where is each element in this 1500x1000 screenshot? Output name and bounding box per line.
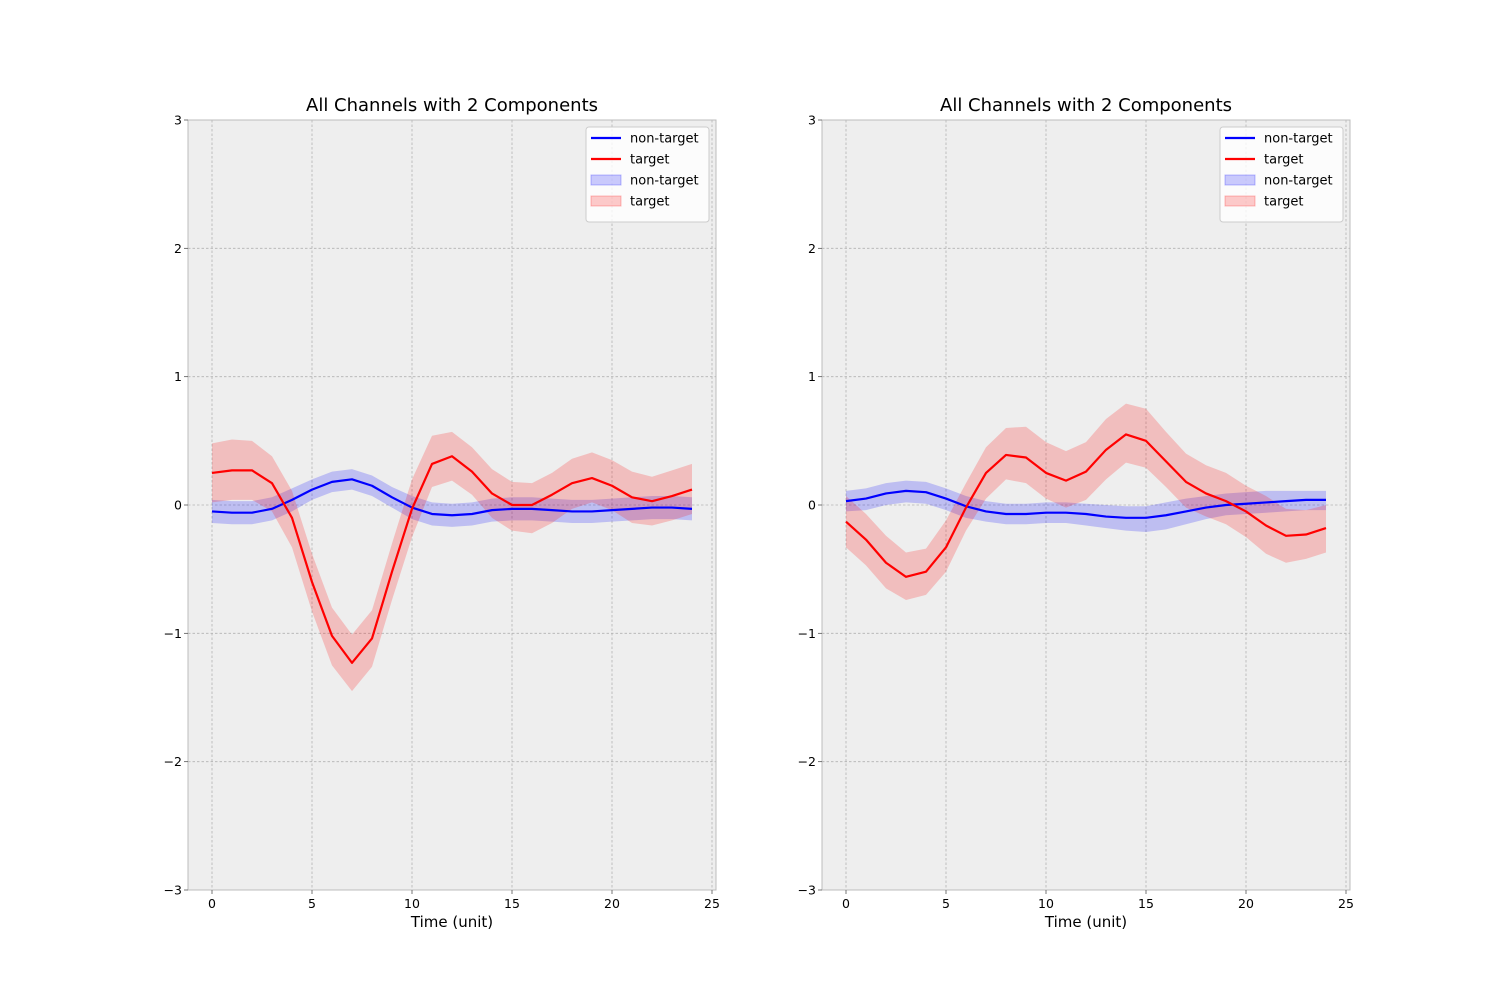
- legend-label: non-target: [630, 174, 699, 189]
- series-line-target: [845, 433, 1327, 578]
- y-tick-label: −1: [798, 626, 816, 641]
- x-tick-label: 0: [208, 896, 216, 911]
- y-tick-label: 0: [808, 498, 816, 513]
- y-tick-label: 0: [174, 498, 182, 513]
- legend: non-target target non-target target: [585, 126, 710, 223]
- x-axis-label: Time (unit): [410, 913, 493, 931]
- x-tick-label: 0: [842, 896, 850, 911]
- y-tick-label: 1: [808, 369, 816, 384]
- x-tick-label: 5: [308, 896, 316, 911]
- band-target: [846, 403, 1326, 600]
- legend: non-target target non-target target: [1219, 126, 1344, 223]
- x-tick-label: 15: [504, 896, 520, 911]
- x-tick-label: 15: [1138, 896, 1154, 911]
- legend-label: target: [630, 195, 670, 210]
- x-tick-label: 25: [704, 896, 720, 911]
- y-tick-label: 1: [174, 369, 182, 384]
- legend-label: target: [630, 153, 670, 168]
- y-tick-label: −1: [164, 626, 182, 641]
- chart-title: All Channels with 2 Components: [306, 95, 598, 116]
- legend-label: non-target: [1264, 174, 1333, 189]
- legend-label: target: [1264, 195, 1304, 210]
- y-tick-label: −3: [798, 883, 816, 898]
- band-non-target: [846, 480, 1326, 532]
- y-tick-label: 2: [808, 241, 816, 256]
- chart-panel-2: 0 5 10 15 20 25 −3 −2 −1 0 1 2 3 All Channels with 2 …: [798, 95, 1354, 931]
- legend-label: target: [1264, 153, 1304, 168]
- legend-box: [1219, 126, 1344, 223]
- x-tick-label: 25: [1338, 896, 1354, 911]
- series-line-non-target: [211, 478, 693, 517]
- chart-panel-1: 0 5 10 15 20 25 −3 −2 −1 0 1 2 3 All Channels with 2 …: [164, 95, 720, 931]
- chart-title: All Channels with 2 Components: [940, 95, 1232, 116]
- x-axis-label: Time (unit): [1044, 913, 1127, 931]
- y-tick-label: −2: [164, 754, 182, 769]
- series-line-non-target: [845, 489, 1326, 519]
- legend-band-swatch: [590, 195, 622, 207]
- x-tick-label: 5: [942, 896, 950, 911]
- y-tick-label: −3: [164, 883, 182, 898]
- y-tick-label: 2: [174, 241, 182, 256]
- x-tick-label: 10: [404, 896, 420, 911]
- y-tick-label: 3: [174, 113, 182, 128]
- x-tick-label: 10: [1038, 896, 1054, 911]
- x-tick-label: 20: [604, 896, 620, 911]
- band-target: [212, 431, 692, 692]
- x-tick-label: 20: [1238, 896, 1254, 911]
- legend-box: [585, 126, 710, 223]
- legend-label: non-target: [1264, 132, 1333, 147]
- series-line-target: [211, 455, 693, 664]
- legend-band-swatch: [590, 174, 622, 186]
- legend-band-swatch: [1224, 174, 1256, 186]
- legend-label: non-target: [630, 132, 699, 147]
- legend-band-swatch: [1224, 195, 1256, 207]
- y-tick-label: −2: [798, 754, 816, 769]
- y-tick-label: 3: [808, 113, 816, 128]
